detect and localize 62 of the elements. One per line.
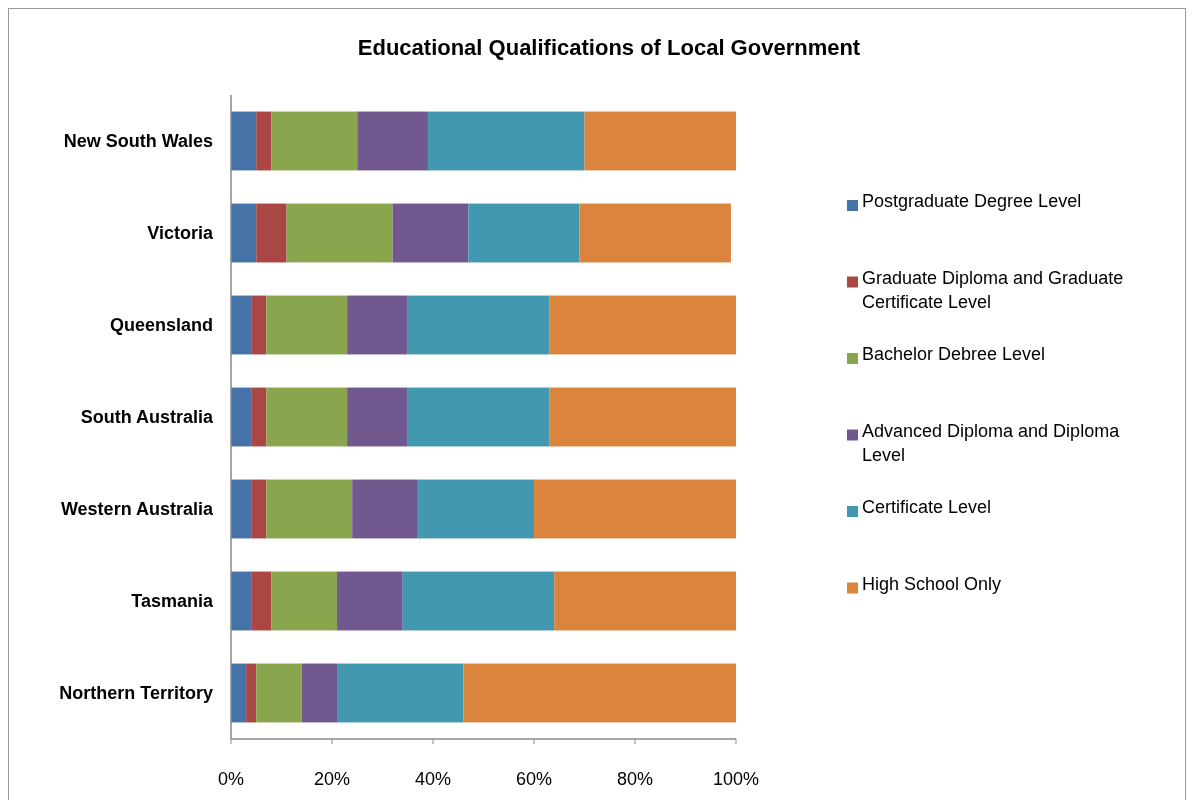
bar (463, 663, 736, 723)
chart-title: Educational Qualifications of Local Government (357, 35, 861, 60)
bar (407, 387, 550, 447)
legend-label: Advanced Diploma and Diploma Level (862, 420, 1121, 465)
legend-label: High School Only (862, 573, 1002, 594)
bar (231, 111, 257, 171)
bar (337, 571, 403, 631)
bar (579, 203, 731, 263)
x-tick-label: 80% (616, 769, 654, 789)
x-tick-label: 40% (414, 769, 452, 789)
bar (251, 571, 272, 631)
bar (549, 387, 736, 447)
bar (301, 663, 338, 723)
legend-label: Certificate Level (862, 497, 992, 517)
bar (251, 479, 267, 539)
y-tick-label: South Australia (80, 407, 214, 428)
bar (266, 295, 348, 355)
bar (231, 387, 252, 447)
bar (357, 111, 428, 171)
x-tick-label: 100% (712, 769, 760, 789)
bar (347, 387, 408, 447)
bar (392, 203, 469, 263)
x-tick-label: 0% (217, 769, 245, 789)
bar (256, 203, 287, 263)
bar (402, 571, 555, 631)
bar (271, 571, 338, 631)
y-tick-label: Northern Territory (59, 683, 213, 704)
bar (246, 663, 257, 723)
bar (231, 295, 252, 355)
bar (337, 663, 464, 723)
y-tick-label: Victoria (147, 223, 214, 244)
legend-label: Bachelor Debree Level (862, 344, 1046, 364)
bar (231, 479, 252, 539)
bar (549, 295, 736, 355)
bar (231, 203, 257, 263)
bar (256, 663, 302, 723)
bar (352, 479, 418, 539)
bar (584, 111, 736, 171)
x-tick-label: 60% (515, 769, 553, 789)
bar (427, 111, 585, 171)
bar (266, 479, 353, 539)
y-tick-label: Western Australia (60, 499, 214, 520)
y-tick-label: New South Wales (63, 131, 213, 152)
legend-label: Postgraduate Degree Level (862, 191, 1082, 211)
bar (231, 571, 252, 631)
y-tick-label: Queensland (109, 315, 213, 336)
x-tick-label: 20% (313, 769, 351, 789)
bar (407, 295, 550, 355)
bar (534, 479, 736, 539)
bar (554, 571, 736, 631)
bar (286, 203, 393, 263)
bar (271, 111, 358, 171)
bar (417, 479, 534, 539)
y-tick-label: Tasmania (131, 591, 214, 612)
legend-label: Graduate Diploma and Graduate Certificate Level (862, 267, 1124, 312)
bar (266, 387, 348, 447)
bar (468, 203, 580, 263)
bar (251, 387, 267, 447)
bar (347, 295, 408, 355)
bar (231, 663, 247, 723)
bar (251, 295, 267, 355)
bar (256, 111, 272, 171)
